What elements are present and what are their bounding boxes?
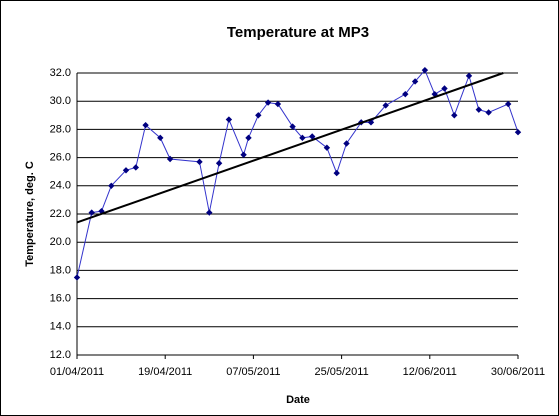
data-point — [465, 72, 473, 80]
data-point — [441, 85, 448, 92]
y-tick-label: 26.0 — [50, 152, 71, 164]
data-point — [225, 116, 233, 123]
data-point — [88, 209, 95, 216]
y-tick-label: 24.0 — [50, 180, 71, 192]
data-point — [505, 100, 512, 108]
data-point — [196, 158, 203, 166]
data-point — [132, 164, 139, 171]
data-point — [343, 140, 350, 147]
data-point — [382, 102, 389, 109]
y-tick-label: 22.0 — [50, 208, 71, 220]
x-tick-label: 12/06/2011 — [403, 366, 457, 378]
y-tick-label: 20.0 — [50, 236, 71, 248]
chart-title: Temperature at MP3 — [227, 24, 369, 41]
y-tick-label: 18.0 — [50, 264, 71, 276]
data-point — [451, 112, 458, 119]
data-point — [274, 100, 282, 108]
data-point — [264, 99, 272, 106]
x-tick-label: 07/05/2011 — [226, 366, 280, 378]
data-point — [255, 112, 262, 119]
x-tick-label: 30/06/2011 — [491, 366, 545, 378]
x-tick-label: 19/04/2011 — [138, 366, 192, 378]
data-point — [73, 274, 81, 281]
x-axis-label: Date — [286, 394, 310, 406]
data-point — [122, 167, 130, 174]
data-point — [157, 134, 164, 142]
y-tick-label: 28.0 — [50, 123, 71, 135]
data-point — [411, 78, 419, 85]
data-point — [299, 134, 306, 142]
y-tick-label: 12.0 — [50, 349, 71, 361]
data-point — [240, 151, 247, 158]
x-tick-label: 01/04/2011 — [50, 366, 104, 378]
data-point — [166, 155, 174, 163]
data-point — [108, 182, 115, 189]
data-point — [333, 169, 340, 177]
y-tick-label: 30.0 — [50, 95, 71, 107]
data-point — [485, 109, 492, 116]
data-point — [514, 129, 522, 136]
data-point — [475, 106, 482, 113]
y-axis-label: Temperature, deg. C — [24, 161, 36, 267]
data-point — [402, 90, 409, 98]
data-point — [206, 209, 213, 216]
data-point — [323, 144, 331, 151]
y-tick-label: 32.0 — [50, 67, 71, 79]
data-point — [289, 123, 296, 130]
x-tick-label: 25/05/2011 — [314, 366, 368, 378]
data-point — [142, 121, 149, 129]
data-point — [309, 133, 316, 140]
data-point — [215, 160, 223, 167]
data-point — [245, 134, 252, 142]
data-point — [421, 66, 429, 74]
y-tick-label: 14.0 — [50, 321, 71, 333]
y-tick-label: 16.0 — [50, 293, 71, 305]
trend-line — [76, 72, 504, 224]
